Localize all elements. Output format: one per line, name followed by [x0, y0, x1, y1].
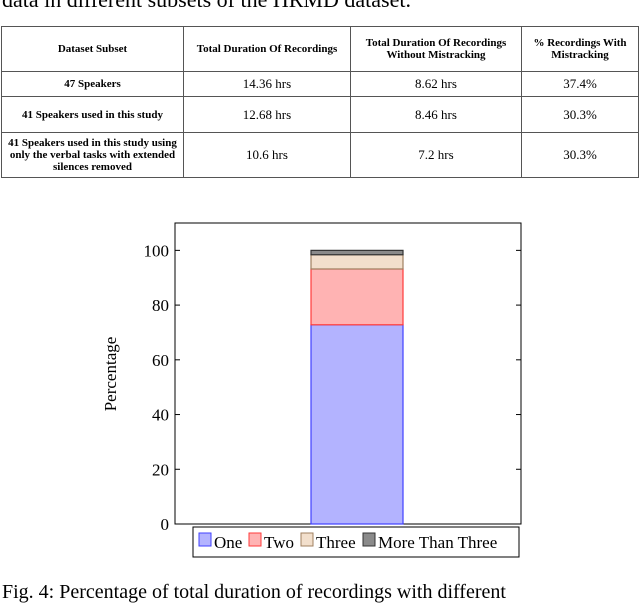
cell-without: 8.62 hrs — [350, 71, 522, 97]
y-tick-label: 20 — [152, 460, 169, 479]
header-duration-without-mistracking: Total Duration Of Recordings Without Mis… — [350, 26, 522, 72]
cell-subset: 41 Speakers used in this study using onl… — [1, 132, 184, 178]
cell-without: 8.46 hrs — [350, 96, 522, 133]
bar-stack — [310, 249, 404, 525]
header-dataset-subset: Dataset Subset — [1, 26, 184, 72]
table-header-row: Dataset Subset Total Duration Of Recordi… — [1, 26, 639, 72]
y-axis-label: Percentage — [101, 337, 120, 412]
bar-segment — [310, 249, 404, 256]
legend-swatch — [300, 532, 314, 547]
table-row: 47 Speakers 14.36 hrs 8.62 hrs 37.4% — [1, 71, 639, 97]
bar-segment — [310, 268, 404, 326]
legend-box — [192, 526, 520, 558]
cell-pct: 30.3% — [521, 132, 639, 178]
bar-segment — [310, 254, 404, 270]
table-row: 41 Speakers used in this study using onl… — [1, 132, 639, 178]
legend-label: Three — [316, 533, 356, 552]
cell-total: 10.6 hrs — [183, 132, 351, 178]
table-row: 41 Speakers used in this study 12.68 hrs… — [1, 96, 639, 133]
legend-label: More Than Three — [378, 533, 497, 552]
y-tick-label: 80 — [152, 296, 169, 315]
legend-label: One — [214, 533, 242, 552]
y-axis: 0 20 40 60 80 100 — [144, 241, 521, 534]
dataset-subset-table: Dataset Subset Total Duration Of Recordi… — [1, 26, 639, 178]
cell-pct: 30.3% — [521, 96, 639, 133]
header-total-duration: Total Duration Of Recordings — [183, 26, 351, 72]
legend-swatch — [362, 532, 376, 547]
legend-swatch — [198, 532, 212, 547]
y-tick-label: 40 — [152, 406, 169, 425]
header-pct-mistracking: % Recordings With Mistracking — [521, 26, 639, 72]
y-tick-label: 100 — [144, 241, 170, 260]
cell-subset: 47 Speakers — [1, 71, 184, 97]
legend-swatch — [248, 532, 262, 547]
legend: One Two Three More Than Three — [192, 526, 520, 558]
stacked-bar-chart: 0 20 40 60 80 100 Percentage One Two Three More … — [101, 222, 522, 558]
caption-top: data in different subsets of the HRMD da… — [2, 0, 638, 14]
legend-label: Two — [264, 533, 294, 552]
cell-without: 7.2 hrs — [350, 132, 522, 178]
y-tick-label: 0 — [161, 515, 170, 534]
y-tick-label: 60 — [152, 351, 169, 370]
cell-subset: 41 Speakers used in this study — [1, 96, 184, 133]
bar-segment — [310, 324, 404, 525]
caption-bottom: Fig. 4: Percentage of total duration of … — [2, 581, 506, 603]
cell-total: 14.36 hrs — [183, 71, 351, 97]
